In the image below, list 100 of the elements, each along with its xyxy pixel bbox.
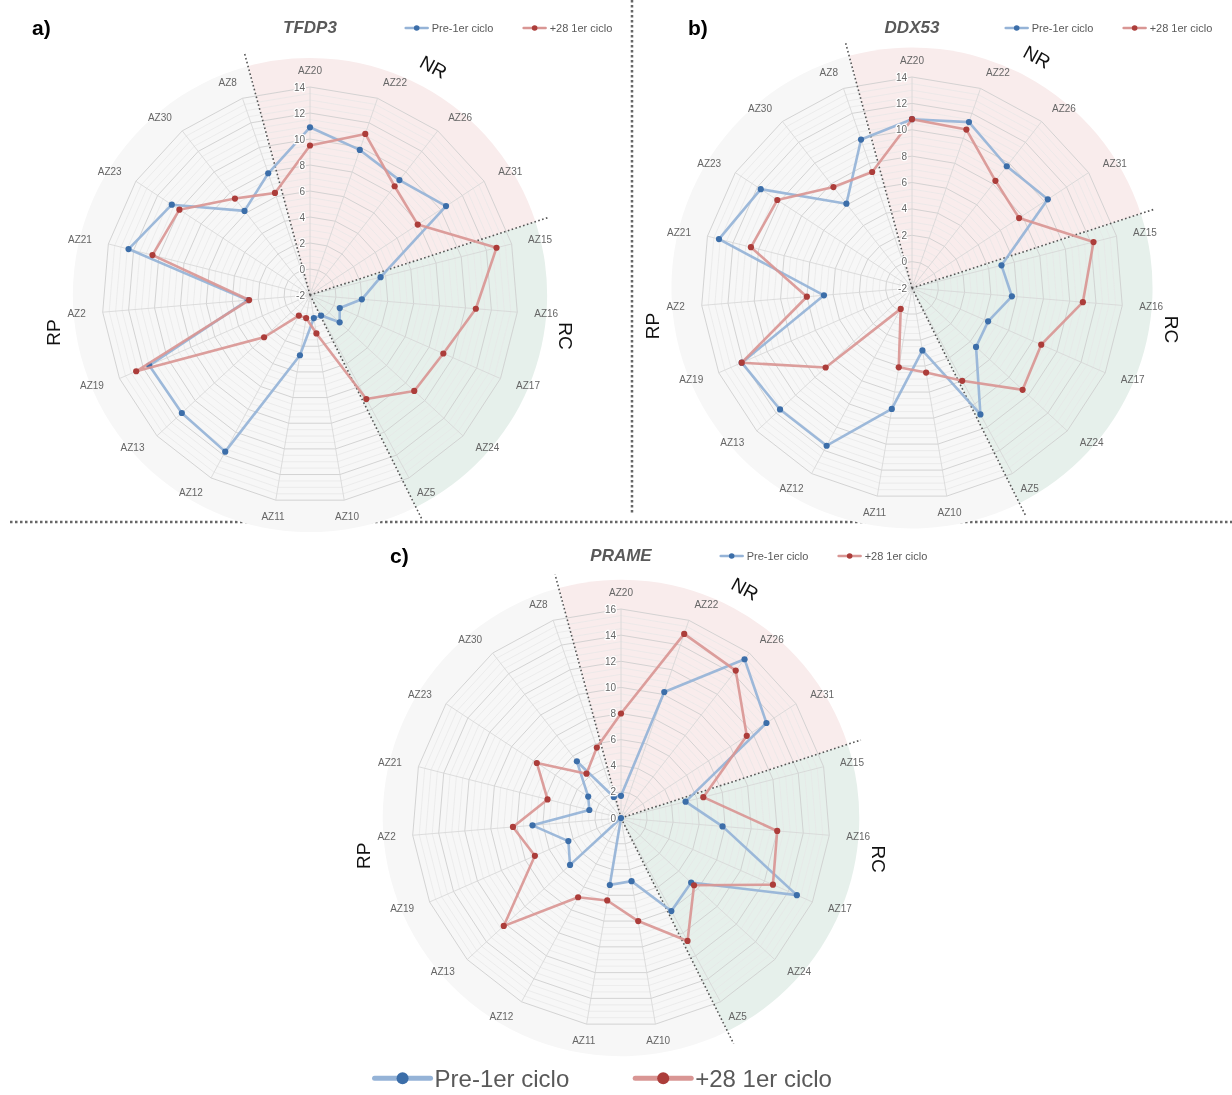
text: RC: [1160, 315, 1182, 344]
y-tick-label: 2: [299, 237, 306, 249]
spoke-label: AZ21: [67, 234, 93, 246]
text: b): [688, 15, 708, 39]
spoke-label: AZ8: [819, 66, 839, 78]
legend-label: +28 1er ciclo: [1149, 22, 1213, 34]
spoke-label: AZ10: [937, 507, 962, 519]
spoke-label: AZ13: [120, 441, 145, 453]
y-tick-label: 4: [610, 760, 617, 772]
y-tick-label: 12: [604, 655, 617, 667]
spoke-label: AZ23: [97, 166, 123, 178]
spoke-label: AZ11: [862, 507, 887, 519]
spoke-label: AZ8: [529, 598, 549, 610]
text: a): [32, 15, 51, 39]
spoke-label: AZ23: [697, 157, 722, 169]
spoke-label: AZ19: [80, 379, 105, 391]
chart-title: PRAME: [590, 545, 653, 565]
text: RP: [352, 842, 374, 869]
y-tick-label: 14: [293, 81, 306, 93]
legend-label: Pre-1er ciclo: [1031, 22, 1094, 34]
y-tick-label: 16: [604, 603, 617, 615]
spoke-label: AZ24: [787, 965, 812, 977]
y-tick-label: 12: [293, 107, 306, 119]
spoke-label: AZ19: [679, 374, 704, 386]
y-tick-label: 12: [895, 97, 908, 109]
spoke-label: AZ26: [759, 634, 785, 646]
text: c): [390, 543, 409, 567]
y-tick-label: 6: [610, 734, 617, 746]
spoke-label: AZ2: [666, 301, 686, 313]
y-tick-label: 0: [299, 263, 306, 275]
y-tick-label: 14: [895, 71, 908, 83]
text: NR: [727, 573, 762, 605]
y-tick-label: -2: [898, 282, 908, 294]
legend-label: Pre-1er ciclo: [434, 1064, 570, 1092]
spoke-label: AZ30: [458, 634, 483, 646]
spoke-label: AZ15: [528, 234, 553, 246]
spoke-label: AZ2: [377, 831, 397, 843]
spoke-label: AZ21: [378, 757, 403, 769]
spoke-label: AZ10: [335, 511, 360, 523]
spoke-label: AZ17: [516, 379, 541, 391]
spoke-label: AZ16: [1139, 301, 1164, 313]
spoke-label: AZ16: [534, 308, 559, 320]
spoke-label: AZ13: [720, 436, 745, 448]
spoke-label: AZ2: [67, 308, 87, 320]
y-tick-label: 2: [901, 229, 908, 241]
y-tick-label: 6: [299, 185, 306, 197]
spoke-label: AZ26: [448, 111, 473, 123]
spoke-label: AZ24: [1079, 436, 1105, 448]
spoke-label: AZ20: [609, 586, 634, 598]
y-tick-label: 2: [610, 786, 617, 798]
spoke-label: AZ31: [1102, 157, 1128, 169]
spoke-label: AZ5: [1020, 483, 1040, 495]
spoke-label: AZ8: [218, 76, 238, 88]
text: RC: [555, 322, 577, 350]
spoke-label: AZ26: [1052, 102, 1077, 114]
y-tick-label: 4: [901, 203, 908, 215]
y-tick-label: 4: [299, 211, 306, 223]
text: NR: [1019, 41, 1055, 73]
spoke-label: AZ22: [383, 76, 408, 88]
spoke-label: AZ20: [298, 64, 323, 76]
y-tick-label: -2: [296, 289, 306, 301]
spoke-label: AZ5: [417, 487, 436, 499]
spoke-label: AZ22: [694, 598, 719, 610]
legend-label: +28 1er ciclo: [695, 1064, 832, 1092]
y-tick-label: 10: [895, 124, 908, 136]
spoke-label: AZ22: [986, 66, 1011, 78]
spoke-label: AZ19: [390, 903, 415, 915]
legend-label: Pre-1er ciclo: [431, 22, 494, 34]
text: NR: [416, 51, 451, 83]
text: RP: [43, 319, 65, 346]
y-tick-label: 8: [901, 150, 908, 162]
legend-label: Pre-1er ciclo: [746, 550, 809, 562]
text: RC: [867, 845, 889, 873]
spoke-label: AZ12: [489, 1011, 514, 1023]
spoke-label: AZ23: [407, 688, 433, 700]
spoke-label: AZ10: [646, 1035, 671, 1047]
chart-title: TFDP3: [283, 17, 338, 37]
spoke-label: AZ12: [179, 487, 204, 499]
spoke-label: AZ12: [779, 483, 804, 495]
spoke-label: AZ17: [827, 903, 853, 915]
spoke-label: AZ30: [748, 102, 773, 114]
spoke-label: AZ16: [846, 831, 871, 843]
y-tick-label: 8: [299, 159, 306, 171]
spoke-label: AZ20: [900, 54, 925, 66]
legend-label: +28 1er ciclo: [549, 22, 613, 34]
spoke-label: AZ31: [498, 166, 523, 178]
y-tick-label: 14: [604, 629, 617, 641]
spoke-label: AZ24: [475, 441, 500, 453]
text: RP: [641, 312, 663, 340]
spoke-label: AZ31: [810, 688, 835, 700]
spoke-label: AZ21: [667, 226, 692, 238]
spoke-label: AZ15: [840, 757, 865, 769]
y-tick-label: 0: [901, 256, 908, 268]
spoke-label: AZ30: [147, 111, 173, 123]
spoke-label: AZ5: [728, 1011, 748, 1023]
y-tick-label: 10: [604, 681, 617, 693]
spoke-label: AZ15: [1133, 226, 1158, 238]
spoke-label: AZ17: [1120, 374, 1146, 386]
y-tick-label: 8: [610, 708, 617, 719]
y-tick-label: 0: [610, 812, 617, 824]
